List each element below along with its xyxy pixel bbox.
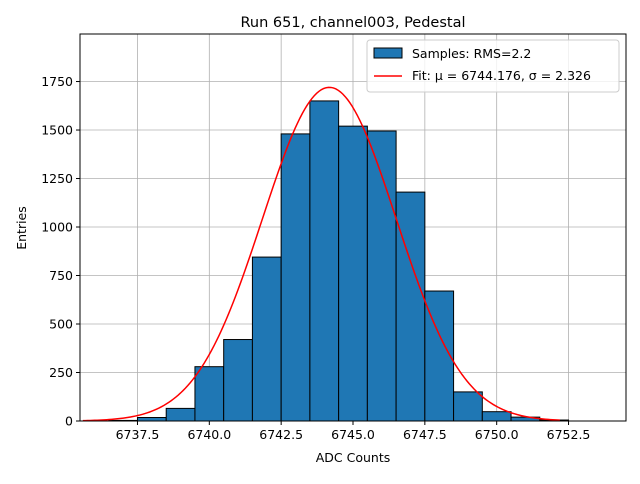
y-tick-label: 1750 <box>41 74 73 89</box>
legend-histogram-label: Samples: RMS=2.2 <box>412 46 531 61</box>
histogram-bar <box>251 256 282 422</box>
x-tick-label: 6737.5 <box>116 427 160 442</box>
y-tick-label: 1500 <box>41 123 73 138</box>
y-axis-ticks: 0 250 500 750 1000 1250 1500 1750 <box>41 74 80 429</box>
y-tick-label: 1250 <box>41 171 73 186</box>
y-axis-label: Entries <box>14 206 29 250</box>
histogram-bar <box>481 411 512 422</box>
x-axis-ticks: 6737.5 6740.0 6742.5 6745.0 6747.5 6750.0 6752… <box>116 421 591 442</box>
histogram-bar <box>309 100 340 422</box>
x-axis-label: ADC Counts <box>316 450 391 465</box>
histogram-bars <box>108 100 570 422</box>
y-tick-label: 750 <box>49 268 73 283</box>
histogram-bar <box>136 417 167 422</box>
histogram-bar <box>338 125 368 422</box>
legend: Samples: RMS=2.2 Fit: μ = 6744.176, σ = … <box>366 39 620 93</box>
y-tick-label: 0 <box>65 414 73 429</box>
x-tick-label: 6752.5 <box>547 427 591 442</box>
legend-fit-label: Fit: μ = 6744.176, σ = 2.326 <box>412 68 591 83</box>
histogram-bar <box>366 130 397 422</box>
x-tick-label: 6750.0 <box>475 427 519 442</box>
y-tick-label: 250 <box>49 365 73 380</box>
legend-box <box>366 39 620 93</box>
histogram-bar <box>194 366 225 422</box>
x-tick-label: 6745.0 <box>331 427 375 442</box>
y-tick-label: 500 <box>49 317 73 332</box>
histogram-bar <box>223 339 253 422</box>
fit-curve <box>82 86 560 422</box>
x-tick-label: 6742.5 <box>259 427 303 442</box>
histogram-bar <box>395 191 426 422</box>
chart-title: Run 651, channel003, Pedestal <box>240 15 465 31</box>
histogram-bar <box>165 407 196 422</box>
legend-histogram-swatch <box>373 47 403 59</box>
x-tick-label: 6740.0 <box>187 427 231 442</box>
y-tick-label: 1000 <box>41 220 73 235</box>
histogram-bar <box>453 391 483 422</box>
histogram-bar <box>280 133 311 422</box>
x-tick-label: 6747.5 <box>403 427 447 442</box>
